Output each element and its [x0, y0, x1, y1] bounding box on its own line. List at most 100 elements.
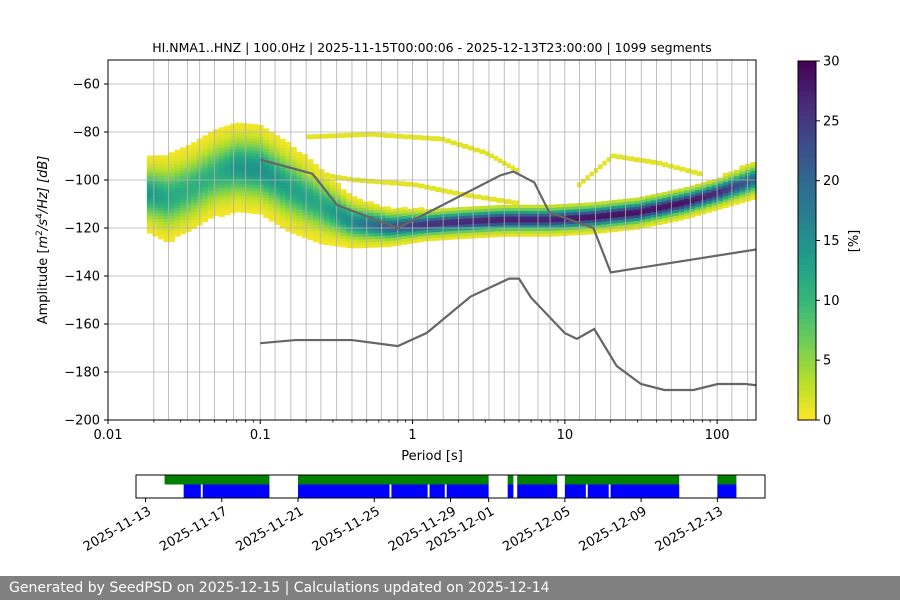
heatmap-cell [418, 233, 425, 237]
heatmap-cell [462, 215, 469, 219]
heatmap-cell [224, 145, 231, 149]
heatmap-cell [495, 210, 502, 215]
heatmap-cell [313, 233, 319, 237]
heatmap-cell [407, 231, 414, 236]
heatmap-cell [285, 170, 292, 175]
heatmap-cell [750, 196, 757, 200]
heatmap-cell [456, 221, 463, 225]
heatmap-cell [285, 182, 292, 186]
heatmap-cell [290, 172, 297, 177]
heatmap-cell [407, 234, 414, 239]
heatmap-cell [512, 207, 519, 211]
colorbar-swatch [798, 61, 816, 68]
heatmap-cell [523, 216, 530, 220]
colorbar-swatch [798, 108, 816, 116]
heatmap-cell [368, 204, 375, 208]
heatmap-cell [224, 185, 231, 190]
heatmap-cell [279, 204, 286, 209]
heatmap-cell [213, 201, 220, 205]
heatmap-cell [368, 235, 375, 240]
heatmap-cell [235, 174, 242, 178]
heatmap-cell [301, 208, 308, 213]
outlier-cell [496, 198, 505, 203]
heatmap-cell [373, 227, 380, 231]
heatmap-cell [717, 180, 724, 184]
heatmap-cell [407, 223, 414, 227]
heatmap-cell [628, 212, 635, 216]
heatmap-cell [517, 207, 524, 211]
heatmap-cell [229, 126, 236, 130]
heatmap-cell [202, 158, 209, 162]
heatmap-cell [169, 212, 175, 216]
heatmap-cell [296, 166, 303, 170]
heatmap-cell [169, 157, 175, 162]
heatmap-cell [678, 202, 685, 207]
heatmap-cell [479, 228, 486, 233]
heatmap-cell [241, 151, 247, 156]
heatmap-cell [733, 198, 740, 202]
heatmap-cell [456, 215, 463, 219]
heatmap-cell [484, 231, 491, 235]
heatmap-cell [722, 190, 729, 194]
heatmap-cell [667, 213, 674, 217]
heatmap-cell [313, 184, 319, 188]
heatmap-cell [274, 215, 281, 220]
heatmap-cell [445, 216, 452, 220]
outlier-cell [650, 159, 657, 165]
heatmap-cell [207, 149, 214, 153]
heatmap-cell [213, 195, 220, 199]
heatmap-cell [246, 135, 253, 139]
heatmap-cell [750, 164, 757, 169]
heatmap-cell [661, 203, 668, 207]
heatmap-cell [241, 160, 247, 164]
heatmap-cell [241, 126, 247, 130]
heatmap-cell [241, 172, 247, 176]
outlier-cell [493, 156, 499, 161]
heatmap-cell [362, 215, 369, 220]
heatmap-cell [351, 233, 358, 237]
heatmap-cell [678, 214, 685, 218]
heatmap-cell [191, 211, 198, 215]
heatmap-cell [567, 203, 574, 207]
heatmap-cell [396, 230, 402, 235]
heatmap-cell [600, 226, 607, 231]
heatmap-cell [180, 150, 187, 154]
heatmap-cell [423, 238, 430, 242]
outlier-cell [418, 183, 425, 189]
outlier-cell [403, 134, 413, 140]
heatmap-cell [307, 213, 314, 218]
heatmap-cell [429, 232, 436, 236]
heatmap-cell [362, 207, 369, 211]
heatmap-cell [313, 239, 319, 243]
heatmap-cell [296, 186, 303, 190]
heatmap-cell [689, 185, 696, 189]
heatmap-cell [191, 170, 198, 175]
heatmap-cell [191, 173, 198, 178]
heatmap-cell [174, 152, 181, 156]
heatmap-cell [484, 217, 491, 221]
heatmap-cell [368, 244, 375, 248]
heatmap-cell [169, 235, 175, 240]
heatmap-cell [689, 188, 696, 192]
heatmap-cell [434, 237, 441, 241]
heatmap-cell [506, 227, 513, 232]
heatmap-cell [202, 155, 209, 159]
heatmap-cell [279, 187, 286, 191]
heatmap-cell [229, 155, 236, 159]
heatmap-cell [191, 179, 198, 183]
heatmap-cell [517, 216, 524, 220]
heatmap-cell [700, 202, 707, 206]
heatmap-cell [324, 204, 331, 208]
heatmap-cell [191, 205, 198, 209]
heatmap-cell [301, 154, 308, 158]
heatmap-cell [263, 208, 270, 213]
heatmap-cell [540, 222, 546, 226]
heatmap-cell [684, 186, 690, 191]
heatmap-cell [152, 213, 159, 217]
heatmap-cell [185, 211, 192, 215]
heatmap-cell [534, 222, 541, 226]
heatmap-cell [684, 212, 690, 217]
heatmap-cell [279, 156, 286, 160]
colorbar-swatch [798, 132, 816, 140]
heatmap-cell [263, 148, 270, 152]
